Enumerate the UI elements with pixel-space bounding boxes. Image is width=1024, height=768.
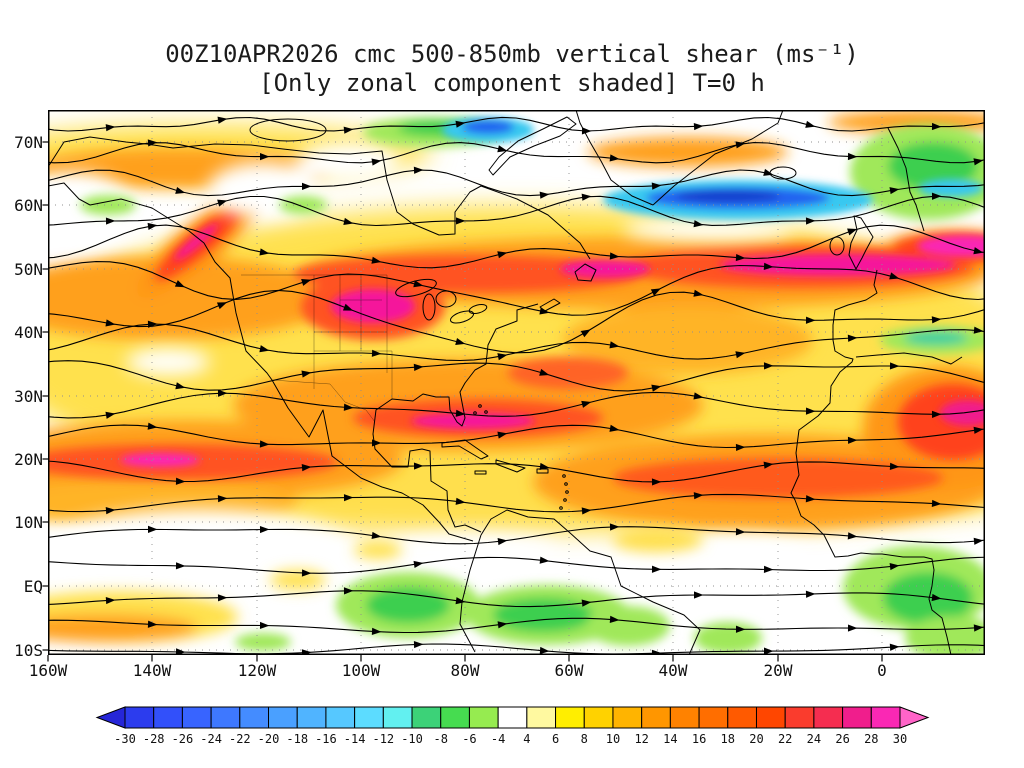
colorbar-tick-label: 12 bbox=[634, 732, 648, 746]
colorbar-cell bbox=[182, 707, 211, 728]
colorbar-tick-label: 8 bbox=[581, 732, 588, 746]
lon-tick-label: 120W bbox=[238, 661, 277, 680]
colorbar-cell bbox=[670, 707, 699, 728]
colorbar-cell bbox=[527, 707, 556, 728]
colorbar-cell bbox=[383, 707, 412, 728]
lat-tick-label: 70N bbox=[0, 133, 43, 152]
colorbar-tick-label: 14 bbox=[663, 732, 677, 746]
colorbar-arrow-left bbox=[97, 707, 125, 728]
colorbar-cell bbox=[412, 707, 441, 728]
colorbar-tick-label: -12 bbox=[372, 732, 394, 746]
colorbar-tick-label: -24 bbox=[200, 732, 222, 746]
colorbar-cell bbox=[154, 707, 183, 728]
map-plot-svg bbox=[40, 104, 993, 664]
colorbar-cell bbox=[699, 707, 728, 728]
colorbar-tick-label: 26 bbox=[835, 732, 849, 746]
colorbar-tick-label: -22 bbox=[229, 732, 251, 746]
colorbar-cell bbox=[355, 707, 384, 728]
colorbar-tick-label: 6 bbox=[552, 732, 559, 746]
colorbar-cell bbox=[240, 707, 269, 728]
colorbar-tick-label: 18 bbox=[721, 732, 735, 746]
colorbar-cell bbox=[843, 707, 872, 728]
lat-tick-label: EQ bbox=[0, 577, 43, 596]
colorbar-tick-label: 22 bbox=[778, 732, 792, 746]
lat-tick-label: 10N bbox=[0, 513, 43, 532]
colorbar-cell bbox=[469, 707, 498, 728]
colorbar-tick-label: 10 bbox=[606, 732, 620, 746]
colorbar-tick-label: 30 bbox=[893, 732, 907, 746]
lon-tick-label: 20W bbox=[764, 661, 793, 680]
lat-tick-label: 20N bbox=[0, 450, 43, 469]
colorbar-tick-label: 4 bbox=[523, 732, 530, 746]
lat-tick-label: 40N bbox=[0, 323, 43, 342]
colorbar-tick-label: -8 bbox=[434, 732, 448, 746]
colorbar-tick-label: -4 bbox=[491, 732, 505, 746]
colorbar-tick-label: -28 bbox=[143, 732, 165, 746]
lon-tick-label: 80W bbox=[451, 661, 480, 680]
colorbar-cell bbox=[498, 707, 527, 728]
colorbar-cell bbox=[556, 707, 585, 728]
colorbar-cell bbox=[211, 707, 240, 728]
colorbar-cell bbox=[756, 707, 785, 728]
colorbar-tick-label: -16 bbox=[315, 732, 337, 746]
colorbar-cell bbox=[613, 707, 642, 728]
colorbar-cell bbox=[326, 707, 355, 728]
colorbar-cell bbox=[125, 707, 154, 728]
lon-tick-label: 100W bbox=[342, 661, 381, 680]
lon-tick-label: 40W bbox=[659, 661, 688, 680]
colorbar-cell bbox=[584, 707, 613, 728]
lon-tick-label: 160W bbox=[29, 661, 68, 680]
lat-tick-label: 50N bbox=[0, 260, 43, 279]
colorbar-tick-label: 16 bbox=[692, 732, 706, 746]
lat-tick-label: 60N bbox=[0, 196, 43, 215]
lat-tick-label: 30N bbox=[0, 387, 43, 406]
colorbar-cell bbox=[814, 707, 843, 728]
lat-tick-label: 10S bbox=[0, 641, 43, 660]
colorbar-tick-label: -20 bbox=[258, 732, 280, 746]
colorbar-tick-label: -26 bbox=[172, 732, 194, 746]
colorbar-tick-label: 28 bbox=[864, 732, 878, 746]
colorbar-tick-label: -14 bbox=[344, 732, 366, 746]
colorbar-cell bbox=[297, 707, 326, 728]
colorbar-cell bbox=[728, 707, 757, 728]
chart-title: 00Z10APR2026 cmc 500-850mb vertical shea… bbox=[0, 40, 1024, 69]
lon-tick-label: 60W bbox=[555, 661, 584, 680]
colorbar: -30 -28 -26 -24 -22 -20 -18 -16 -14 -12 -10 -8 -6 -4 4… bbox=[90, 703, 935, 751]
colorbar-cell bbox=[642, 707, 671, 728]
colorbar-tick-label: -6 bbox=[462, 732, 476, 746]
colorbar-tick-label: -30 bbox=[114, 732, 136, 746]
chart-subtitle: [Only zonal component shaded] T=0 h bbox=[0, 69, 1024, 98]
colorbar-tick-label: -10 bbox=[401, 732, 423, 746]
colorbar-cell bbox=[785, 707, 814, 728]
colorbar-tick-label: 24 bbox=[807, 732, 821, 746]
colorbar-cell bbox=[871, 707, 900, 728]
colorbar-arrow-right bbox=[900, 707, 928, 728]
colorbar-cell bbox=[269, 707, 298, 728]
colorbar-tick-label: 20 bbox=[749, 732, 763, 746]
colorbar-tick-label: -18 bbox=[286, 732, 308, 746]
lon-tick-label: 140W bbox=[133, 661, 172, 680]
grads-shear-plot: 00Z10APR2026 cmc 500-850mb vertical shea… bbox=[0, 0, 1024, 768]
lon-tick-label: 0 bbox=[877, 661, 887, 680]
title-block: 00Z10APR2026 cmc 500-850mb vertical shea… bbox=[0, 40, 1024, 98]
colorbar-cell bbox=[441, 707, 470, 728]
